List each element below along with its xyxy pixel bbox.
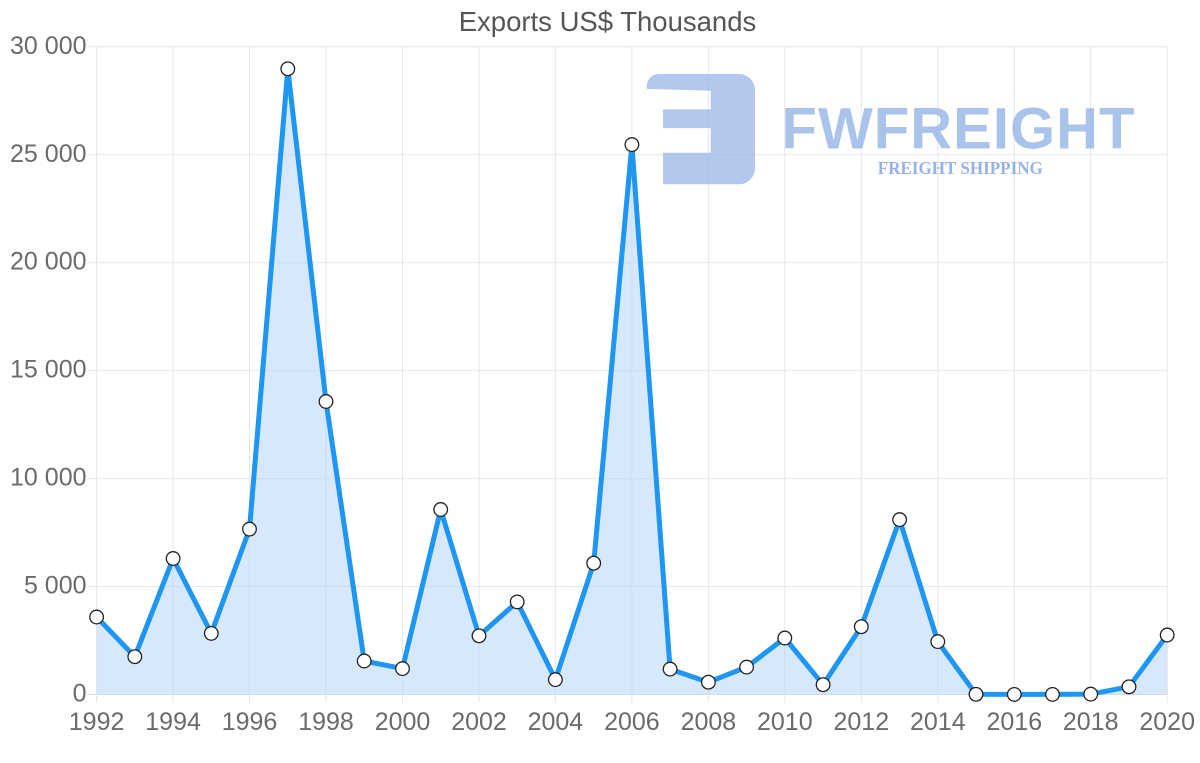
svg-text:2018: 2018 — [1063, 708, 1119, 736]
svg-text:0: 0 — [73, 680, 87, 708]
svg-text:2014: 2014 — [910, 708, 966, 736]
svg-text:2006: 2006 — [604, 708, 660, 736]
svg-text:FREIGHT SHIPPING: FREIGHT SHIPPING — [878, 158, 1043, 178]
svg-text:2008: 2008 — [681, 708, 737, 736]
svg-text:25 000: 25 000 — [10, 140, 86, 168]
svg-text:2004: 2004 — [528, 708, 584, 736]
svg-text:2000: 2000 — [375, 708, 431, 736]
svg-text:5 000: 5 000 — [24, 572, 87, 600]
svg-text:FWFREIGHT: FWFREIGHT — [782, 96, 1135, 161]
svg-text:1992: 1992 — [69, 708, 125, 736]
svg-text:2010: 2010 — [757, 708, 813, 736]
svg-text:2002: 2002 — [451, 708, 507, 736]
svg-text:2016: 2016 — [986, 708, 1042, 736]
svg-text:20 000: 20 000 — [10, 248, 86, 276]
svg-text:2012: 2012 — [833, 708, 889, 736]
svg-text:15 000: 15 000 — [10, 356, 86, 384]
svg-text:2020: 2020 — [1139, 708, 1195, 736]
svg-text:Exports US$ Thousands: Exports US$ Thousands — [459, 6, 757, 37]
svg-text:1996: 1996 — [222, 708, 278, 736]
svg-text:1994: 1994 — [145, 708, 201, 736]
svg-text:1998: 1998 — [298, 708, 354, 736]
svg-text:10 000: 10 000 — [10, 464, 86, 492]
svg-text:30 000: 30 000 — [10, 32, 86, 60]
